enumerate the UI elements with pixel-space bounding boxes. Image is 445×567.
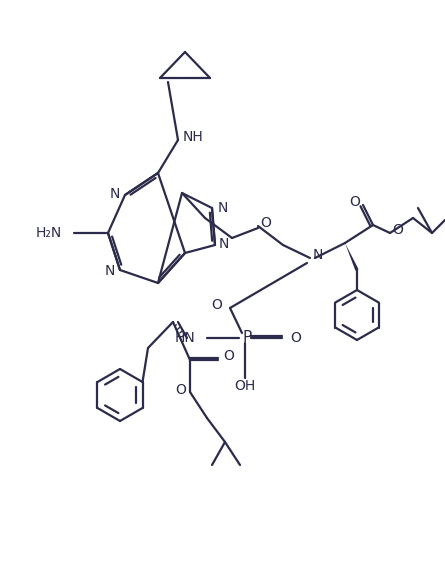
- Text: OH: OH: [235, 379, 255, 393]
- Text: O: O: [260, 216, 271, 230]
- Text: O: O: [392, 223, 403, 237]
- Text: O: O: [223, 349, 234, 363]
- Text: O: O: [290, 331, 301, 345]
- Text: N: N: [109, 187, 120, 201]
- Text: H₂N: H₂N: [36, 226, 62, 240]
- Text: N: N: [313, 248, 324, 262]
- Text: N: N: [219, 237, 229, 251]
- Text: N: N: [218, 201, 228, 215]
- Polygon shape: [345, 243, 359, 270]
- Text: NH: NH: [183, 130, 204, 144]
- Text: O: O: [211, 298, 222, 312]
- Text: O: O: [349, 195, 360, 209]
- Text: O: O: [175, 383, 186, 397]
- Text: P: P: [243, 331, 251, 345]
- Text: N: N: [105, 264, 115, 278]
- Text: HN: HN: [174, 331, 195, 345]
